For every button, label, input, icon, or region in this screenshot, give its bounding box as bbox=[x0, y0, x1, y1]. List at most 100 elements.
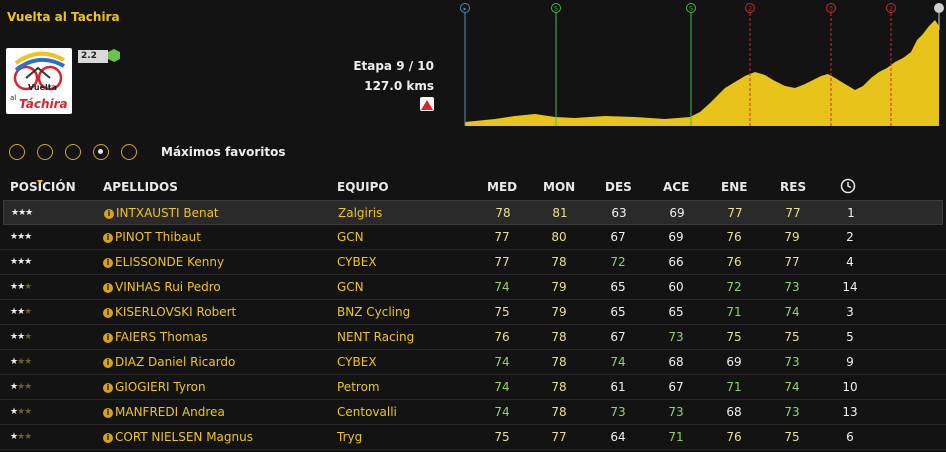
stat-ene: 69 bbox=[726, 355, 742, 369]
rating-stars: ★★★ bbox=[10, 407, 32, 417]
table-row[interactable]: ★★★ i VINHAS Rui Pedro GCN 74 79 65 60 72 73 14 bbox=[0, 275, 946, 300]
rider-name[interactable]: INTXAUSTI Benat bbox=[116, 206, 219, 220]
rider-name[interactable]: MANFREDI Andrea bbox=[115, 405, 225, 419]
stage-profile[interactable]: ▸ S S 2 3 2 bbox=[455, 0, 946, 130]
table-header: POSICIÓN APELLIDOS EQUIPO MED MON DES AC… bbox=[0, 176, 946, 200]
stat-ene: 75 bbox=[726, 330, 742, 344]
favorites-filter: Máximos favoritos bbox=[9, 142, 286, 162]
rider-team[interactable]: NENT Racing bbox=[337, 330, 415, 344]
rider-info-icon[interactable]: i bbox=[103, 258, 113, 268]
star-icon: ★ bbox=[17, 257, 25, 267]
rider-info-icon[interactable]: i bbox=[103, 433, 113, 443]
rider-name[interactable]: GIOGIERI Tyron bbox=[115, 380, 206, 394]
table-row[interactable]: ★★★ i FAIERS Thomas NENT Racing 76 78 67 73 75 75… bbox=[0, 325, 946, 350]
rider-team[interactable]: Tryg bbox=[337, 430, 363, 444]
stat-res: 74 bbox=[784, 380, 800, 394]
rider-info-icon[interactable]: i bbox=[103, 383, 113, 393]
rider-team[interactable]: Centovalli bbox=[337, 405, 397, 419]
logo-text-vuelta: Vuelta bbox=[28, 83, 57, 92]
star-icon: ★ bbox=[11, 208, 19, 218]
rider-info-icon[interactable]: i bbox=[103, 333, 113, 343]
rider-team[interactable]: CYBEX bbox=[337, 255, 377, 269]
stat-des: 64 bbox=[610, 430, 626, 444]
position-value: 4 bbox=[846, 255, 854, 269]
header-des[interactable]: DES bbox=[605, 180, 632, 194]
table-row[interactable]: ★★★ i INTXAUSTI Benat Zalgiris 78 81 63 69 77 77 1 bbox=[3, 200, 943, 225]
header-med[interactable]: MED bbox=[487, 180, 518, 194]
table-row[interactable]: ★★★ i CORT NIELSEN Magnus Tryg 75 77 64 71 76 75 6 bbox=[0, 425, 946, 450]
header-surname[interactable]: APELLIDOS bbox=[103, 180, 178, 194]
star-icon: ★ bbox=[24, 332, 32, 342]
filter-radio-3[interactable] bbox=[65, 144, 81, 160]
star-icon: ★ bbox=[10, 357, 18, 367]
table-row[interactable]: ★★★ i GIOGIERI Tyron Petrom 74 78 61 67 71 74 10 bbox=[0, 375, 946, 400]
stat-med: 75 bbox=[494, 430, 510, 444]
position-value: 5 bbox=[846, 330, 854, 344]
header-position[interactable]: POSICIÓN bbox=[10, 180, 76, 194]
clock-icon[interactable] bbox=[840, 178, 856, 197]
star-icon: ★ bbox=[17, 432, 25, 442]
rating-stars: ★★★ bbox=[10, 382, 32, 392]
rider-name[interactable]: FAIERS Thomas bbox=[115, 330, 208, 344]
table-row[interactable]: ★★★ i PINOT Thibaut GCN 77 80 67 69 76 79 2 bbox=[0, 225, 946, 250]
table-row[interactable]: ★★★ i MANFREDI Andrea Centovalli 74 78 73 73 68 7… bbox=[0, 400, 946, 425]
category-badge: 2.2 bbox=[78, 50, 108, 63]
rider-name[interactable]: PINOT Thibaut bbox=[115, 230, 201, 244]
stat-mon: 78 bbox=[551, 330, 567, 344]
filter-radio-5[interactable] bbox=[121, 144, 137, 160]
rider-team[interactable]: GCN bbox=[337, 280, 364, 294]
rider-team[interactable]: CYBEX bbox=[337, 355, 377, 369]
rider-info-icon[interactable]: i bbox=[103, 308, 113, 318]
rating-stars: ★★★ bbox=[10, 257, 32, 267]
star-icon: ★ bbox=[17, 407, 25, 417]
header-res[interactable]: RES bbox=[780, 180, 807, 194]
climb-cat2-icon: 2 bbox=[745, 3, 755, 13]
stat-res: 79 bbox=[784, 230, 800, 244]
rating-stars: ★★★ bbox=[10, 332, 32, 342]
stat-mon: 77 bbox=[551, 430, 567, 444]
header-ene[interactable]: ENE bbox=[721, 180, 748, 194]
rider-team[interactable]: GCN bbox=[337, 230, 364, 244]
stat-med: 74 bbox=[494, 405, 510, 419]
star-icon: ★ bbox=[10, 382, 18, 392]
rider-team[interactable]: Petrom bbox=[337, 380, 380, 394]
table-row[interactable]: ★★★ i KISERLOVSKI Robert BNZ Cycling 75 79 65 6… bbox=[0, 300, 946, 325]
stat-ace: 68 bbox=[668, 355, 684, 369]
table-row[interactable]: ★★★ i DIAZ Daniel Ricardo CYBEX 74 78 74 68 69 73… bbox=[0, 350, 946, 375]
header-mon[interactable]: MON bbox=[543, 180, 576, 194]
stat-ene: 77 bbox=[727, 206, 743, 220]
stat-ene: 76 bbox=[726, 255, 742, 269]
stat-des: 74 bbox=[610, 355, 626, 369]
rider-team[interactable]: BNZ Cycling bbox=[337, 305, 411, 319]
star-icon: ★ bbox=[10, 232, 18, 242]
filter-radio-2[interactable] bbox=[37, 144, 53, 160]
header-team[interactable]: EQUIPO bbox=[337, 180, 389, 194]
filter-radio-1[interactable] bbox=[9, 144, 25, 160]
stage-number: Etapa 9 / 10 bbox=[353, 59, 434, 73]
rider-name[interactable]: DIAZ Daniel Ricardo bbox=[115, 355, 236, 369]
header-ace[interactable]: ACE bbox=[663, 180, 690, 194]
stat-des: 67 bbox=[610, 330, 626, 344]
stat-res: 77 bbox=[784, 255, 800, 269]
rider-name[interactable]: VINHAS Rui Pedro bbox=[115, 280, 221, 294]
star-icon: ★ bbox=[10, 307, 18, 317]
filter-radio-4[interactable] bbox=[93, 144, 109, 160]
rider-name[interactable]: ELISSONDE Kenny bbox=[115, 255, 225, 269]
stat-des: 63 bbox=[611, 206, 627, 220]
rider-info-icon[interactable]: i bbox=[103, 283, 113, 293]
rider-name[interactable]: KISERLOVSKI Robert bbox=[115, 305, 237, 319]
rider-info-icon[interactable]: i bbox=[104, 209, 114, 219]
rider-info-icon[interactable]: i bbox=[103, 358, 113, 368]
rider-team[interactable]: Zalgiris bbox=[338, 206, 383, 220]
rider-name[interactable]: CORT NIELSEN Magnus bbox=[115, 430, 253, 444]
sprint-icon: S bbox=[686, 3, 696, 13]
stat-des: 73 bbox=[610, 405, 626, 419]
stat-des: 65 bbox=[610, 305, 626, 319]
stat-ene: 68 bbox=[726, 405, 742, 419]
table-row[interactable]: ★★★ i ELISSONDE Kenny CYBEX 77 78 72 66 76 77 4 bbox=[0, 250, 946, 275]
stat-med: 74 bbox=[494, 380, 510, 394]
favorites-table: ★★★ i INTXAUSTI Benat Zalgiris 78 81 63 69 77 77 1… bbox=[0, 200, 946, 450]
star-icon: ★ bbox=[24, 232, 32, 242]
rider-info-icon[interactable]: i bbox=[103, 233, 113, 243]
rider-info-icon[interactable]: i bbox=[103, 408, 113, 418]
